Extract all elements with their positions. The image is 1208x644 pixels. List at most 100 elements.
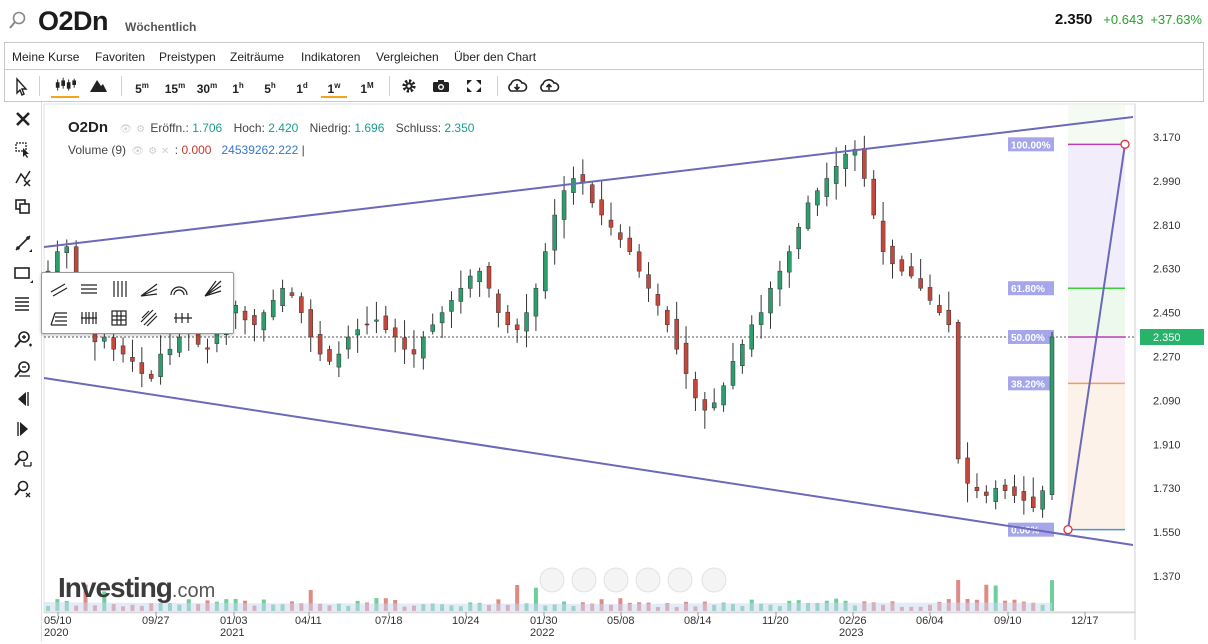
volume-bar <box>280 604 285 611</box>
search-icon[interactable] <box>8 10 28 30</box>
volume-bar <box>92 605 97 611</box>
price-header: 2.350 +0.643 +37.63% <box>1055 11 1202 28</box>
volume-bar <box>824 600 829 611</box>
volume-bar <box>487 604 492 611</box>
candle-body <box>205 347 210 350</box>
candle-body <box>730 361 736 386</box>
trendline-icon[interactable] <box>12 232 34 254</box>
mountain-icon[interactable] <box>87 74 109 98</box>
gear-icon[interactable] <box>398 74 420 98</box>
menu-price-types[interactable]: Preistypen <box>159 50 216 64</box>
menu-indicators[interactable]: Indikatoren <box>301 50 361 64</box>
volume-close-icon[interactable]: ✕ <box>161 146 170 157</box>
eye-icon[interactable]: 👁 <box>119 124 133 135</box>
x-tick-label: 05/10 <box>44 615 72 627</box>
timeframe-1h[interactable]: 1h <box>232 81 244 96</box>
volume-gear-icon[interactable]: ⚙ <box>148 146 158 157</box>
timeframe-30m[interactable]: 30m <box>196 81 218 96</box>
volume-bar <box>796 600 801 611</box>
parallel-channel-icon[interactable] <box>48 278 70 300</box>
time-zones-icon[interactable] <box>78 307 100 329</box>
timeframe-1w[interactable]: 1w <box>321 74 347 98</box>
volume-bar <box>139 605 144 611</box>
menu-my-quotes[interactable]: Meine Kurse <box>12 50 80 64</box>
camera-icon[interactable] <box>430 74 452 98</box>
x-tick-label: 11/20 <box>762 615 789 627</box>
menu-compare[interactable]: Vergleichen <box>376 50 439 64</box>
legend-low-label: Niedrig: <box>309 121 351 135</box>
copy-icon[interactable] <box>12 196 34 218</box>
fib-level-tag <box>1008 522 1054 537</box>
period-label: Wöchentlich <box>125 20 197 34</box>
scroll-right-icon[interactable] <box>12 418 34 440</box>
vertical-lines-icon[interactable] <box>108 278 130 300</box>
header: O2Dn Wöchentlich 2.350 +0.643 +37.63% <box>0 0 1208 40</box>
close-icon[interactable] <box>12 108 34 130</box>
zoom-out-icon[interactable] <box>12 358 34 380</box>
y-tick-label: 1.370 <box>1153 571 1181 583</box>
x-tick-label: 01/03 <box>220 615 248 627</box>
zoom-reset-icon[interactable] <box>12 478 34 500</box>
fib-level-tag <box>1008 376 1054 391</box>
volume-eye-icon[interactable]: 👁 <box>131 146 145 157</box>
y-tick-label: 2.810 <box>1153 220 1181 232</box>
volume-bar <box>777 606 782 611</box>
menu-about-chart[interactable]: Über den Chart <box>454 50 537 64</box>
cloud-download-icon[interactable] <box>505 74 529 98</box>
volume-bar <box>637 602 642 611</box>
candle-body <box>777 270 783 290</box>
legend-high: 2.420 <box>268 121 299 135</box>
candle-body <box>955 322 961 460</box>
timeframe-5h[interactable]: 5h <box>264 81 276 96</box>
rectangle-icon[interactable] <box>12 262 34 284</box>
toolbar: 5m 15m 30m 1h 5h 1d 1w 1M <box>4 70 1204 102</box>
zoom-in-icon[interactable] <box>12 328 34 350</box>
y-tick-label: 2.270 <box>1153 352 1181 364</box>
grid-icon[interactable] <box>108 307 130 329</box>
volume-bar <box>149 603 154 611</box>
zoom-fit-icon[interactable] <box>12 448 34 470</box>
candle-body <box>458 287 464 302</box>
arc-icon[interactable] <box>168 278 190 300</box>
timeframe-1d[interactable]: 1d <box>296 81 308 96</box>
timeframe-1M[interactable]: 1M <box>360 81 374 96</box>
fib-icon[interactable] <box>12 292 34 314</box>
select-cursor-icon[interactable] <box>12 138 34 160</box>
volume-bar <box>890 601 895 611</box>
candle-body <box>299 296 304 313</box>
y-tick-label: 1.730 <box>1153 483 1181 495</box>
cursor-icon[interactable] <box>11 74 31 98</box>
pitchfork-icon[interactable] <box>138 307 160 329</box>
fib-extension-icon[interactable] <box>48 307 70 329</box>
gear-small-icon[interactable]: ⚙ <box>136 124 146 135</box>
candle-body <box>139 362 145 374</box>
volume-bar <box>533 587 538 611</box>
candle-body <box>467 275 473 289</box>
timeframe-5m[interactable]: 5m <box>135 81 149 96</box>
fib-zone-top <box>1068 144 1125 289</box>
scroll-left-icon[interactable] <box>12 388 34 410</box>
remove-drawings-icon[interactable] <box>12 166 34 188</box>
candle-body <box>683 342 689 374</box>
menu-timeframes[interactable]: Zeiträume <box>230 50 285 64</box>
gann-fan-icon[interactable] <box>202 278 224 300</box>
fullscreen-icon[interactable] <box>463 74 485 98</box>
x-tick-label: 04/11 <box>295 615 322 627</box>
volume-bar <box>252 605 257 611</box>
candle-body <box>346 336 351 350</box>
candles-icon[interactable] <box>51 74 79 98</box>
volume-bar <box>815 603 820 611</box>
menu-favorites[interactable]: Favoriten <box>95 50 146 64</box>
candle-body <box>261 312 267 331</box>
investing-logo: Investing.com <box>58 572 216 603</box>
y-tick-label: 2.090 <box>1153 395 1181 407</box>
candle-body <box>721 385 726 406</box>
cloud-upload-icon[interactable] <box>537 74 561 98</box>
cycle-lines-icon[interactable] <box>172 307 194 329</box>
candle-body <box>317 334 323 355</box>
candle-body <box>665 309 670 326</box>
volume-bar <box>515 585 520 611</box>
fan-icon[interactable] <box>138 278 160 300</box>
timeframe-15m[interactable]: 15m <box>164 81 186 96</box>
horizontal-lines-icon[interactable] <box>78 278 100 300</box>
